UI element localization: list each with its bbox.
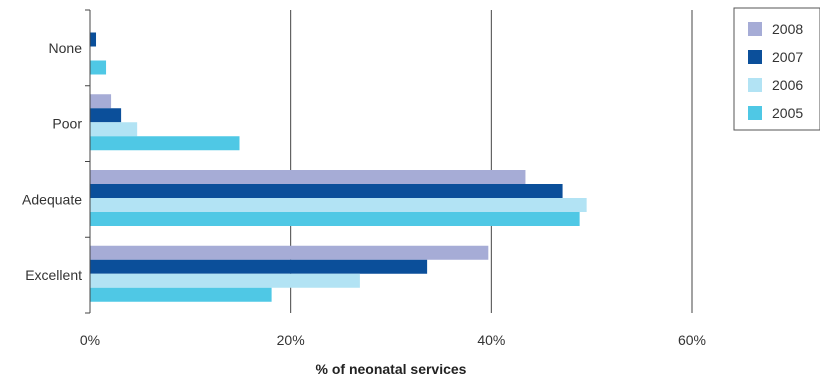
x-tick-label: 40%: [477, 332, 505, 348]
y-category-label: Adequate: [22, 191, 82, 207]
axes: 0% 20% 40% 60% None Poor Adequate Excellent: [22, 9, 706, 348]
y-category-label: Poor: [52, 116, 82, 132]
x-tick-label: 0%: [80, 332, 100, 348]
bar-2005-adequate: [90, 212, 580, 226]
bar-2007-adequate: [90, 184, 563, 198]
legend-label-2006: 2006: [772, 77, 803, 93]
legend-label-2007: 2007: [772, 49, 803, 65]
legend-label-2008: 2008: [772, 21, 803, 37]
y-category-label: Excellent: [25, 267, 82, 283]
legend-swatch-2006: [748, 78, 762, 92]
bar-2008-excellent: [90, 245, 489, 260]
bar-2006-poor: [90, 122, 138, 137]
legend-swatch-2007: [748, 50, 762, 64]
x-axis-title: % of neonatal services: [316, 361, 467, 377]
bar-2006-adequate: [90, 198, 587, 212]
bar-2005-excellent: [90, 287, 272, 302]
bar-2008-poor: [90, 94, 112, 109]
bar-2006-excellent: [90, 273, 360, 288]
legend-swatch-2008: [748, 22, 762, 36]
bar-2007-excellent: [90, 259, 428, 274]
legend-swatch-2005: [748, 106, 762, 120]
x-tick-label: 20%: [277, 332, 305, 348]
bar-2008-adequate: [90, 170, 526, 184]
bar-2007-none: [90, 32, 97, 47]
legend-label-2005: 2005: [772, 105, 803, 121]
bar-2007-poor: [90, 108, 122, 123]
y-category-label: None: [49, 40, 83, 56]
bars: [90, 32, 587, 302]
bar-2005-none: [90, 60, 107, 75]
x-tick-label: 60%: [678, 332, 706, 348]
bar-2005-poor: [90, 136, 240, 151]
legend: 2008 2007 2006 2005: [733, 7, 820, 131]
